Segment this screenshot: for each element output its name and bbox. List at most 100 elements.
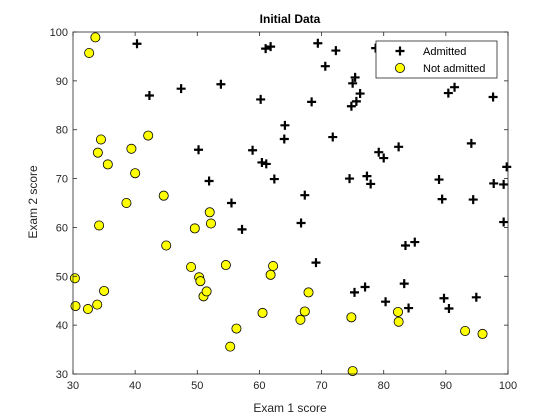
legend-marker-not-admitted xyxy=(394,63,405,74)
admitted-point xyxy=(366,179,376,189)
not-admitted-point xyxy=(69,273,80,284)
admitted-point xyxy=(374,147,384,157)
not-admitted-point xyxy=(92,299,103,310)
admitted-point xyxy=(404,303,414,313)
x-axis-label: Exam 1 score xyxy=(253,401,327,415)
admitted-point xyxy=(320,61,330,71)
admitted-point xyxy=(443,88,453,98)
not-admitted-point xyxy=(204,207,215,218)
not-admitted-point xyxy=(161,240,172,251)
x-tick-label: 100 xyxy=(499,380,517,392)
x-tick-label: 40 xyxy=(129,380,141,392)
not-admitted-point xyxy=(303,287,314,298)
admitted-point xyxy=(348,78,358,88)
legend-box xyxy=(375,40,498,79)
not-admitted-point xyxy=(84,48,95,59)
not-admitted-point xyxy=(295,314,306,325)
admitted-point xyxy=(296,218,306,228)
not-admitted-point xyxy=(82,304,93,315)
not-admitted-point xyxy=(70,301,81,312)
admitted-point xyxy=(257,157,267,167)
admitted-point xyxy=(489,178,499,188)
legend: Admitted Not admitted xyxy=(375,40,498,79)
admitted-point xyxy=(237,224,247,234)
not-admitted-point xyxy=(126,143,137,154)
admitted-point xyxy=(311,258,321,268)
not-admitted-point xyxy=(130,168,141,179)
admitted-point xyxy=(350,287,360,297)
not-admitted-point xyxy=(205,218,216,229)
plot-area: 30 40 50 60 70 80 90 100 30 40 50 60 70 80 90 100 xyxy=(50,27,518,392)
not-admitted-point xyxy=(94,220,105,231)
legend-label: Admitted xyxy=(423,46,466,58)
admitted-point xyxy=(502,162,512,172)
not-admitted-point xyxy=(158,190,169,201)
admitted-point xyxy=(488,92,498,102)
plot-background xyxy=(73,32,508,374)
x-tick-label: 30 xyxy=(67,380,79,392)
admitted-point xyxy=(499,179,509,189)
admitted-point xyxy=(399,279,409,289)
not-admitted-point xyxy=(477,328,488,339)
admitted-point xyxy=(176,84,186,94)
admitted-point xyxy=(144,91,154,101)
not-admitted-point xyxy=(220,260,231,271)
y-tick-label: 60 xyxy=(56,222,68,234)
not-admitted-point xyxy=(393,316,404,327)
admitted-point xyxy=(499,217,509,227)
admitted-point xyxy=(300,190,310,200)
y-tick-label: 80 xyxy=(56,125,68,137)
admitted-point xyxy=(226,198,236,208)
admitted-point xyxy=(466,138,476,148)
admitted-point xyxy=(437,194,447,204)
admitted-point xyxy=(194,145,204,155)
axes-box xyxy=(72,31,509,375)
y-tick-label: 90 xyxy=(56,76,68,88)
not-admitted-point xyxy=(186,262,197,273)
not-admitted-point xyxy=(195,276,206,287)
admitted-point xyxy=(256,94,266,104)
admitted-point xyxy=(331,46,341,56)
not-admitted-point xyxy=(143,130,154,141)
not-admitted-point xyxy=(92,147,103,158)
admitted-point xyxy=(400,241,410,251)
not-admitted-point xyxy=(95,134,106,145)
admitted-point xyxy=(362,171,372,181)
y-axis-label: Exam 2 score xyxy=(26,165,40,239)
not-admitted-point xyxy=(90,32,101,43)
x-tick-label: 80 xyxy=(378,380,390,392)
admitted-point xyxy=(360,282,370,292)
admitted-point xyxy=(351,96,361,106)
y-tick-label: 30 xyxy=(56,369,68,381)
y-tick-label: 100 xyxy=(50,27,68,39)
y-tick-label: 40 xyxy=(56,320,68,332)
not-admitted-point xyxy=(102,159,113,170)
admitted-point xyxy=(394,142,404,152)
not-admitted-point xyxy=(393,306,404,317)
admitted-point xyxy=(132,39,142,49)
x-tick-label: 70 xyxy=(315,380,327,392)
admitted-point xyxy=(450,82,460,92)
not-admitted-point xyxy=(201,286,212,297)
not-admitted-point xyxy=(99,285,110,296)
admitted-point xyxy=(439,293,449,303)
admitted-point xyxy=(345,174,355,184)
admitted-point xyxy=(471,292,481,302)
y-tick-label: 70 xyxy=(56,174,68,186)
y-tick-label: 50 xyxy=(56,271,68,283)
admitted-point xyxy=(307,97,317,107)
admitted-point xyxy=(261,44,271,54)
not-admitted-point xyxy=(347,366,358,377)
admitted-point xyxy=(269,174,279,184)
x-tick-label: 60 xyxy=(253,380,265,392)
admitted-point xyxy=(266,42,276,52)
admitted-point xyxy=(346,101,356,111)
not-admitted-point xyxy=(121,197,132,208)
admitted-point xyxy=(313,38,323,48)
admitted-point xyxy=(355,89,365,99)
admitted-point xyxy=(379,153,389,163)
admitted-point xyxy=(280,120,290,130)
not-admitted-point xyxy=(268,261,279,272)
